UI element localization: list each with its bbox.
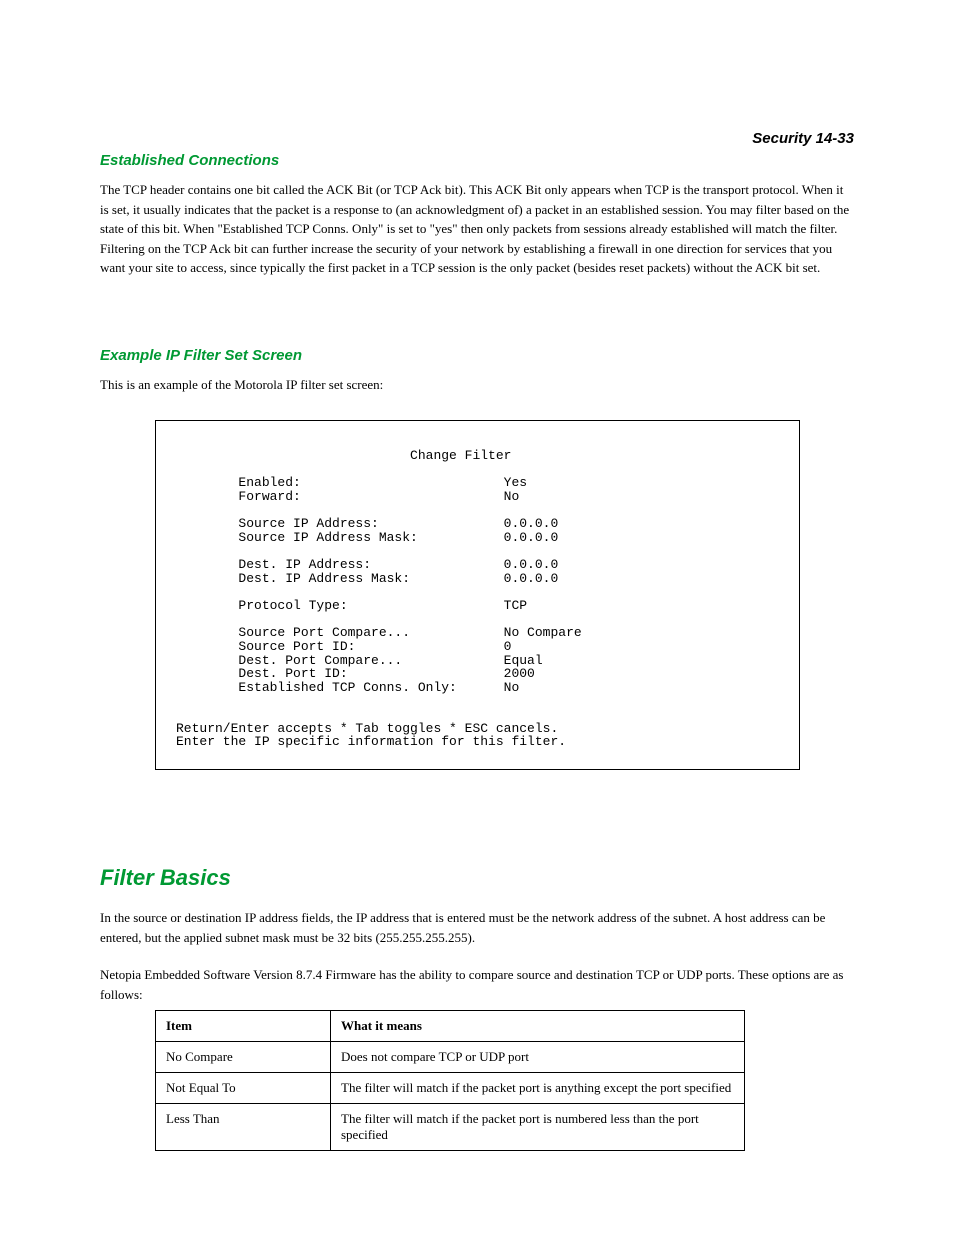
- body-filter-basics-1: In the source or destination IP address …: [100, 908, 854, 947]
- heading-filter-basics: Filter Basics: [100, 865, 231, 891]
- table-cell-item: Less Than: [156, 1104, 331, 1151]
- terminal-screen: Change Filter Enabled: Yes Forward: No S…: [155, 420, 800, 770]
- table-cell-meaning: Does not compare TCP or UDP port: [331, 1042, 745, 1073]
- page-header-right: Security 14-33: [752, 130, 854, 147]
- table-header-item: Item: [156, 1011, 331, 1042]
- table-header-row: Item What it means: [156, 1011, 745, 1042]
- heading-example-screen: Example IP Filter Set Screen: [100, 347, 302, 364]
- compare-options-table: Item What it means No CompareDoes not co…: [155, 1010, 745, 1151]
- table-cell-meaning: The filter will match if the packet port…: [331, 1104, 745, 1151]
- heading-established-connections: Established Connections: [100, 152, 279, 169]
- body-filter-basics-2: Netopia Embedded Software Version 8.7.4 …: [100, 965, 854, 1004]
- body-example-screen: This is an example of the Motorola IP fi…: [100, 375, 854, 395]
- table-cell-item: Not Equal To: [156, 1073, 331, 1104]
- table-cell-meaning: The filter will match if the packet port…: [331, 1073, 745, 1104]
- table-row: Less ThanThe filter will match if the pa…: [156, 1104, 745, 1151]
- body-established-connections: The TCP header contains one bit called t…: [100, 180, 854, 278]
- table-row: Not Equal ToThe filter will match if the…: [156, 1073, 745, 1104]
- table-header-meaning: What it means: [331, 1011, 745, 1042]
- table-row: No CompareDoes not compare TCP or UDP po…: [156, 1042, 745, 1073]
- table-cell-item: No Compare: [156, 1042, 331, 1073]
